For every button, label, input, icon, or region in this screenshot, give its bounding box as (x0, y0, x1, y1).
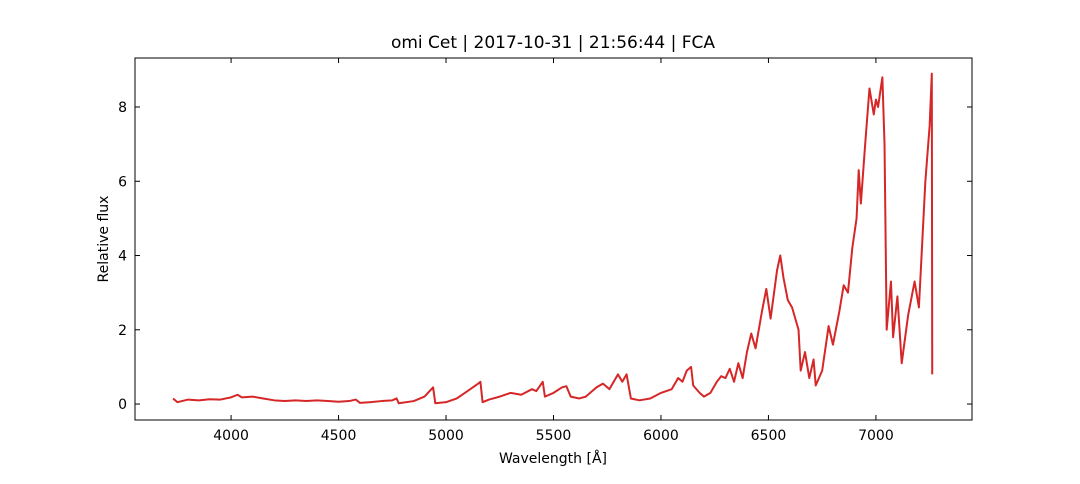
chart-title: omi Cet | 2017-10-31 | 21:56:44 | FCA (391, 33, 715, 53)
x-axis-label: Wavelength [Å] (499, 450, 607, 467)
spectrum-line (172, 72, 934, 405)
y-tick-label: 4 (118, 249, 127, 265)
x-tick-label: 5500 (536, 428, 572, 444)
x-tick-label: 7000 (858, 428, 894, 444)
y-axis-label: Relative flux (96, 196, 112, 283)
y-tick-label: 6 (118, 174, 127, 190)
x-tick-label: 4000 (213, 428, 249, 444)
x-tick-label: 5000 (428, 428, 464, 444)
x-tick-label: 4500 (321, 428, 357, 444)
y-tick-label: 0 (118, 397, 127, 413)
y-tick-label: 8 (118, 100, 127, 116)
x-tick-label: 6000 (643, 428, 679, 444)
x-tick-label: 6500 (751, 428, 787, 444)
plot-frame (134, 57, 973, 421)
y-tick-label: 2 (118, 323, 127, 339)
